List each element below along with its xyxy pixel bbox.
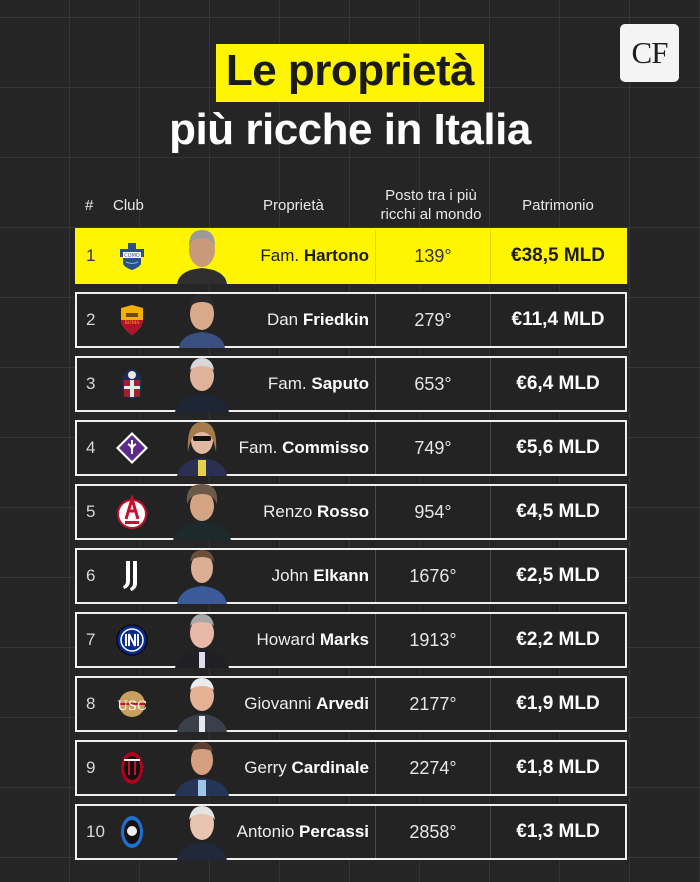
owner-photo xyxy=(171,606,233,668)
row-number: 3 xyxy=(86,374,96,393)
world-rank: 279° xyxy=(375,294,491,346)
row-number: 5 xyxy=(86,502,96,521)
owner-name: Fam. Saputo xyxy=(267,374,369,393)
owner-name: Howard Marks xyxy=(256,630,369,649)
net-worth: €5,6 MLD xyxy=(516,437,600,458)
table-row: 9 Gerry Cardinale 2274° €1,8 MLD xyxy=(75,740,627,796)
bologna-crest-icon xyxy=(115,367,149,401)
owner-photo xyxy=(171,286,233,348)
world-rank: 749° xyxy=(375,422,491,474)
svg-text:USC: USC xyxy=(117,699,147,714)
owner-name: Dan Friedkin xyxy=(266,310,369,329)
header-world-rank: Posto tra i più ricchi al mondo xyxy=(373,186,489,224)
owner-photo xyxy=(171,478,233,540)
table-row: 3 Fam. Saputo 653° €6,4 MLD xyxy=(75,356,627,412)
table-row: 4 Fam. Commisso 749° €5,6 MLD xyxy=(75,420,627,476)
world-rank: 2177° xyxy=(375,678,491,730)
juventus-crest-icon xyxy=(115,559,149,593)
table-row: 10 Antonio Percassi 2858° €1,3 MLD xyxy=(75,804,627,860)
header-club: Club xyxy=(113,197,144,214)
row-number: 2 xyxy=(86,310,96,329)
row-number: 6 xyxy=(86,566,96,585)
world-rank: 2858° xyxy=(375,806,491,858)
owner-name: John Elkann xyxy=(271,566,369,585)
net-worth: €2,5 MLD xyxy=(516,565,600,586)
world-rank: 1913° xyxy=(375,614,491,666)
world-rank: 1676° xyxy=(375,550,491,602)
owner-photo xyxy=(171,222,233,284)
table-row: 6 John Elkann 1676° €2,5 MLD xyxy=(75,548,627,604)
como-crest-icon: COMO xyxy=(115,239,149,273)
owner-photo xyxy=(171,542,233,604)
inter-crest-icon xyxy=(115,623,149,657)
row-number: 4 xyxy=(86,438,96,457)
cf-logo: CF xyxy=(620,24,679,82)
owner-name: Fam. Commisso xyxy=(238,438,369,457)
world-rank: 954° xyxy=(375,486,491,538)
row-number: 7 xyxy=(86,630,96,649)
world-rank: 653° xyxy=(375,358,491,410)
owner-name: Gerry Cardinale xyxy=(244,758,369,777)
title-subline: più ricche in Italia xyxy=(169,105,531,154)
header-ownership: Proprietà xyxy=(263,197,324,214)
owner-name: Giovanni Arvedi xyxy=(244,694,369,713)
table-row: 5 Renzo Rosso 954° €4,5 MLD xyxy=(75,484,627,540)
world-rank: 139° xyxy=(375,230,491,282)
header-world-rank-line2: ricchi al mondo xyxy=(380,206,482,223)
table-row: 1 COMO Fam. Hartono 139° €38,5 MLD xyxy=(75,228,627,284)
owner-photo xyxy=(171,350,233,412)
table-row: 8 USC Giovanni Arvedi 2177° €1,9 MLD xyxy=(75,676,627,732)
world-rank: 2274° xyxy=(375,742,491,794)
header-worth: Patrimonio xyxy=(522,197,594,214)
owner-name: Antonio Percassi xyxy=(236,822,369,841)
net-worth: €11,4 MLD xyxy=(511,309,605,330)
ranking-table: 1 COMO Fam. Hartono 139° €38,5 MLD 2 ROM… xyxy=(75,228,627,868)
net-worth: €4,5 MLD xyxy=(516,501,600,522)
net-worth: €38,5 MLD xyxy=(511,245,605,266)
row-number: 1 xyxy=(86,246,96,265)
owner-name: Fam. Hartono xyxy=(260,246,369,265)
net-worth: €6,4 MLD xyxy=(516,373,600,394)
owner-photo xyxy=(171,670,233,732)
roma-crest-icon: ROMA xyxy=(115,303,149,337)
table-row: 7 Howard Marks 1913° €2,2 MLD xyxy=(75,612,627,668)
header-world-rank-line1: Posto tra i più xyxy=(385,187,477,204)
milan-crest-icon xyxy=(115,751,149,785)
table-header: # Club Proprietà Posto tra i più ricchi … xyxy=(75,186,627,226)
net-worth: €1,9 MLD xyxy=(516,693,600,714)
svg-text:COMO: COMO xyxy=(124,253,140,259)
owner-photo xyxy=(171,414,233,476)
table-row: 2 ROMA Dan Friedkin 279° €11,4 MLD xyxy=(75,292,627,348)
net-worth: €1,3 MLD xyxy=(516,821,600,842)
svg-text:ROMA: ROMA xyxy=(125,320,141,326)
header-num: # xyxy=(85,197,94,214)
vicenza-crest-icon xyxy=(115,495,149,529)
owner-photo xyxy=(171,734,233,796)
owner-name: Renzo Rosso xyxy=(263,502,369,521)
row-number: 9 xyxy=(86,758,96,777)
row-number: 10 xyxy=(86,822,105,841)
cremonese-crest-icon: USC xyxy=(115,687,149,721)
net-worth: €2,2 MLD xyxy=(516,629,600,650)
row-number: 8 xyxy=(86,694,96,713)
page-title: Le proprietà più ricche in Italia xyxy=(0,44,700,156)
fiorentina-crest-icon xyxy=(115,431,149,465)
title-highlight: Le proprietà xyxy=(215,44,485,102)
owner-photo xyxy=(171,798,233,860)
net-worth: €1,8 MLD xyxy=(516,757,600,778)
atalanta-crest-icon xyxy=(115,815,149,849)
